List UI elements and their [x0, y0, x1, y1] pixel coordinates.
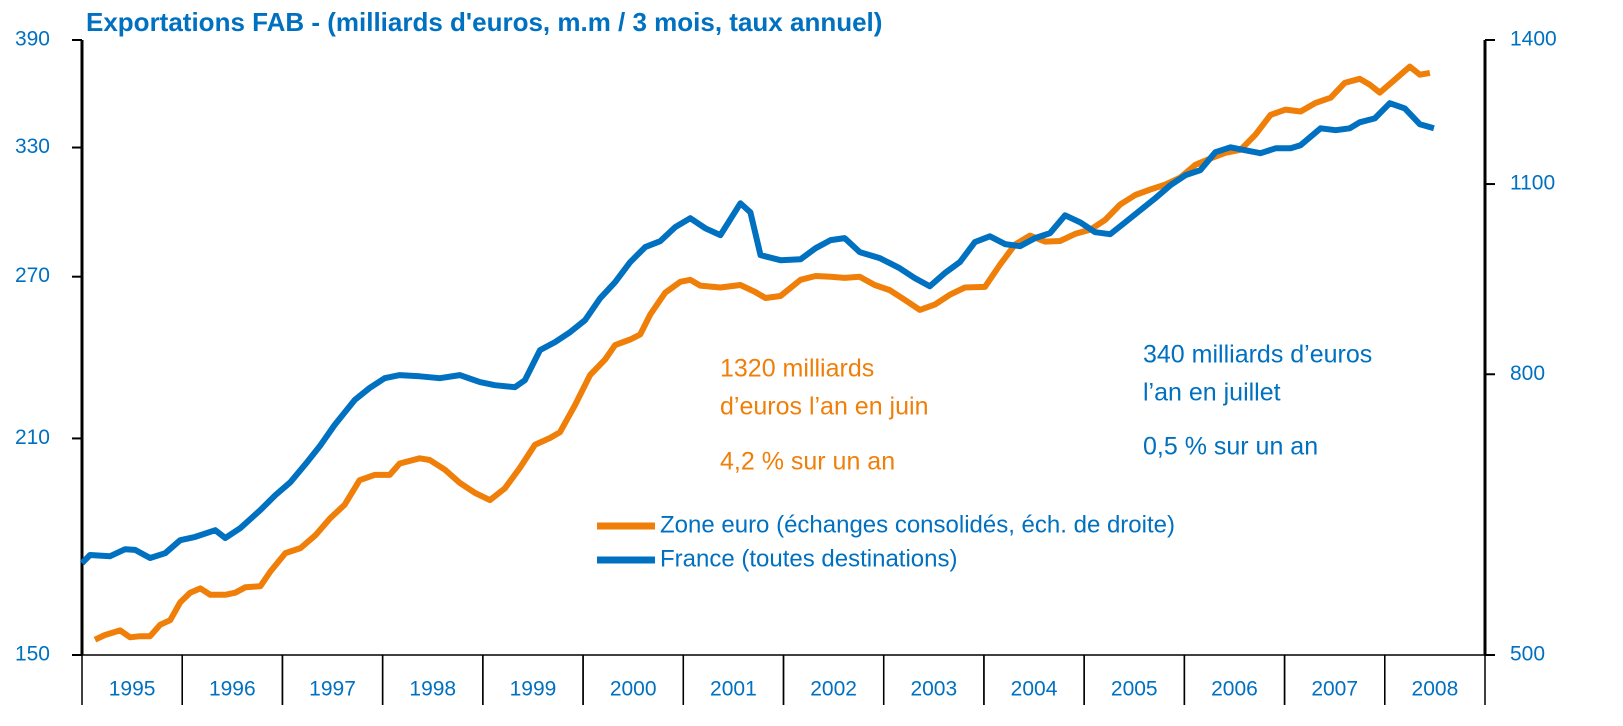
annotation: d’euros l’an en juin	[720, 393, 928, 421]
y2-tick-label: 500	[1510, 643, 1545, 666]
x-tick-label: 2000	[610, 678, 657, 701]
annotation: 4,2 % sur un an	[720, 448, 895, 476]
y-tick-label: 150	[15, 643, 50, 666]
x-tick-label: 2008	[1412, 678, 1459, 701]
y-tick-label: 330	[15, 135, 50, 158]
x-tick-label: 1995	[109, 678, 156, 701]
x-tick-label: 1999	[510, 678, 557, 701]
y-tick-label: 210	[15, 426, 50, 449]
y-tick-label: 270	[15, 264, 50, 287]
x-tick-label: 2001	[710, 678, 757, 701]
x-tick-label: 1996	[209, 678, 256, 701]
y2-tick-label: 1400	[1510, 28, 1557, 51]
x-tick-label: 2003	[910, 678, 957, 701]
legend-text: Zone euro (échanges consolidés, éch. de …	[660, 511, 1175, 538]
x-tick-label: 2007	[1311, 678, 1358, 701]
y2-tick-label: 800	[1510, 362, 1545, 385]
x-tick-label: 2006	[1211, 678, 1258, 701]
annotation: 340 milliards d’euros	[1143, 341, 1372, 369]
x-tick-label: 1998	[409, 678, 456, 701]
x-tick-label: 2002	[810, 678, 857, 701]
y2-tick-label: 1100	[1510, 172, 1555, 195]
legend-text: France (toutes destinations)	[660, 545, 957, 572]
chart-title: Exportations FAB - (milliards d'euros, m…	[86, 7, 882, 37]
annotation: l’an en juillet	[1143, 379, 1281, 407]
annotation: 1320 milliards	[720, 355, 874, 383]
series-line	[79, 100, 1435, 566]
y-tick-label: 390	[15, 28, 50, 51]
x-tick-label: 2004	[1011, 678, 1058, 701]
annotation: 0,5 % sur un an	[1143, 433, 1318, 461]
x-tick-label: 2005	[1111, 678, 1158, 701]
x-tick-label: 1997	[309, 678, 356, 701]
